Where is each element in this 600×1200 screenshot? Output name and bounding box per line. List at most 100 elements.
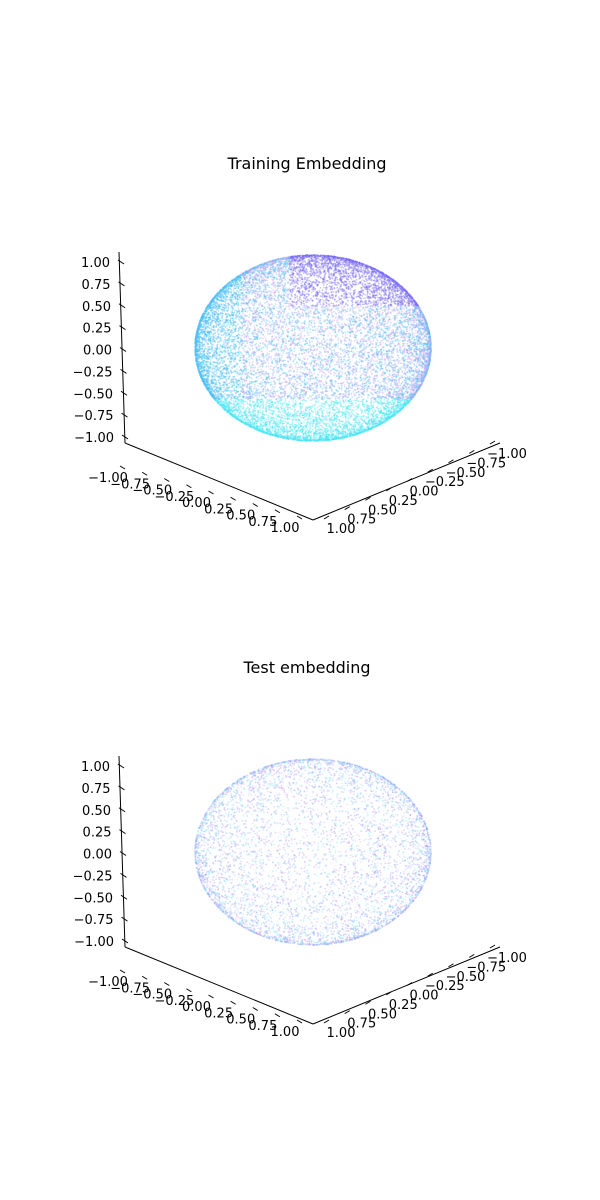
- scatter-point: [275, 361, 278, 364]
- scatter-point: [312, 410, 314, 413]
- scatter-point: [310, 371, 312, 374]
- scatter-point: [287, 296, 289, 299]
- scatter-point: [238, 291, 240, 294]
- scatter-point: [324, 355, 327, 357]
- scatter-point: [377, 324, 380, 327]
- scatter-point: [245, 286, 248, 289]
- chart-title: Training Embedding: [227, 154, 387, 173]
- scatter-point: [335, 420, 338, 423]
- scatter-point: [236, 340, 239, 343]
- scatter-point: [222, 374, 225, 377]
- z-tick-label: 0.00: [83, 344, 112, 359]
- scatter-point: [256, 324, 259, 327]
- scatter-point: [285, 434, 287, 436]
- scatter-point: [381, 311, 384, 314]
- scatter-point: [278, 380, 281, 382]
- scatter-point: [334, 344, 337, 347]
- scatter-point: [309, 424, 312, 427]
- scatter-point: [355, 306, 357, 308]
- y-tick-mark: [323, 515, 330, 520]
- scatter-point: [288, 319, 291, 322]
- scatter-point: [333, 310, 335, 313]
- scatter-point: [320, 340, 323, 342]
- scatter-point: [366, 343, 369, 345]
- scatter-point: [286, 384, 288, 386]
- scatter-point: [251, 369, 254, 371]
- scatter-point: [322, 286, 325, 289]
- scatter-point: [290, 294, 293, 296]
- scatter-point: [362, 311, 365, 314]
- scatter-point: [417, 359, 419, 361]
- scatter-point: [366, 351, 369, 354]
- scatter-point: [261, 373, 263, 376]
- scatter-point: [324, 330, 326, 332]
- scatter-point: [307, 406, 309, 409]
- scatter-point: [208, 330, 211, 333]
- x-tick-mark: [141, 471, 148, 476]
- scatter-point: [331, 384, 334, 387]
- scatter-point: [355, 295, 358, 298]
- scatter-point: [257, 385, 259, 387]
- scatter-point: [322, 338, 325, 340]
- scatter-point: [299, 368, 302, 370]
- scatter-point: [305, 315, 308, 318]
- scatter-point: [198, 346, 201, 349]
- scatter-point: [250, 382, 253, 385]
- scatter-point: [293, 311, 296, 314]
- scatter-point: [269, 389, 272, 392]
- scatter-point: [308, 323, 310, 326]
- x-tick-mark: [296, 515, 303, 520]
- scatter-point: [420, 343, 423, 346]
- scatter-point: [352, 351, 354, 354]
- scatter-point: [245, 345, 247, 347]
- scatter-point: [246, 402, 249, 405]
- scatter-point: [279, 278, 281, 281]
- scatter-point: [269, 368, 272, 370]
- scatter-point: [276, 357, 279, 360]
- scatter-point: [241, 342, 244, 345]
- scatter-point: [284, 326, 287, 329]
- scatter-point: [382, 339, 385, 341]
- scatter-point: [348, 319, 351, 321]
- scatter-point: [403, 376, 406, 378]
- scatter-point: [299, 295, 301, 298]
- scatter-point: [374, 306, 377, 309]
- scatter-point: [348, 346, 351, 349]
- scatter-point: [303, 352, 305, 355]
- scatter-point: [339, 301, 341, 304]
- scatter-point: [218, 341, 221, 343]
- scatter-point: [389, 324, 392, 327]
- scatter-point: [286, 414, 289, 416]
- scatter-point: [304, 418, 306, 421]
- scatter-point: [273, 383, 276, 386]
- scatter-point: [203, 377, 206, 380]
- scatter-point: [303, 296, 305, 299]
- scatter-point: [333, 371, 335, 374]
- scatter-point: [246, 299, 248, 301]
- scatter-point: [341, 323, 343, 326]
- scatter-point: [268, 286, 270, 289]
- scatter-point: [292, 314, 295, 317]
- scatter-point: [299, 429, 301, 432]
- scatter-point: [349, 308, 352, 310]
- scatter-point: [361, 269, 363, 272]
- scatter-point: [224, 336, 226, 339]
- scatter-point: [284, 387, 286, 390]
- z-tick-label: −0.25: [73, 365, 113, 380]
- scatter-point: [264, 313, 267, 316]
- scatter-point: [303, 329, 306, 332]
- scatter-point: [367, 302, 370, 305]
- scatter-point: [262, 346, 265, 349]
- scatter-point: [251, 397, 254, 400]
- scatter-point: [256, 355, 258, 358]
- scatter-point: [407, 354, 410, 357]
- scatter-point: [363, 371, 366, 374]
- scatter-point: [351, 373, 354, 376]
- x-tick-label: 0.00: [182, 496, 211, 511]
- scatter-point: [362, 380, 364, 383]
- scatter-point: [415, 332, 417, 334]
- scatter-point: [361, 308, 363, 311]
- scatter-point: [215, 397, 218, 399]
- scatter-point: [323, 279, 326, 282]
- x-tick-label: −0.25: [154, 490, 194, 505]
